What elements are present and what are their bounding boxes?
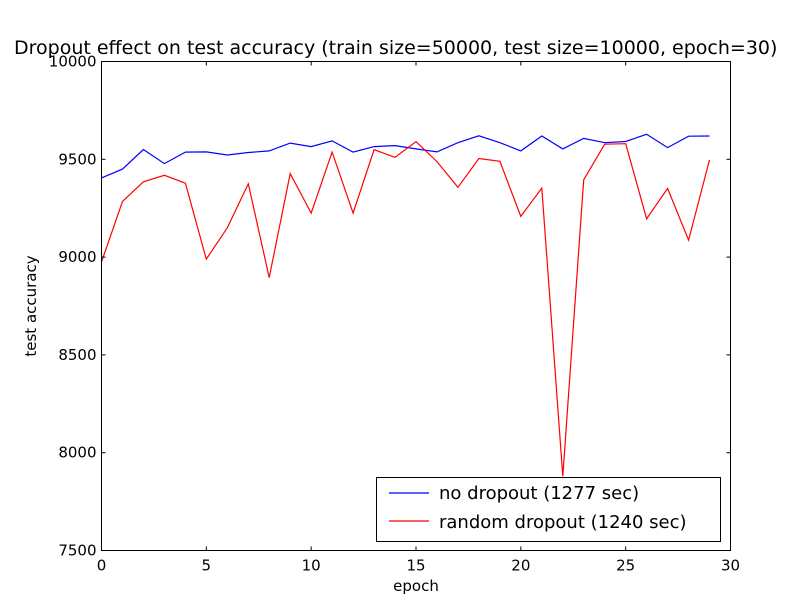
y-tick-label: 10000: [49, 53, 97, 71]
plot-lines: [100, 133, 711, 477]
x-axis-ticks: 0 5 10 15 20 25 30: [97, 61, 740, 575]
chart-title: Dropout effect on test accuracy (train s…: [14, 37, 777, 59]
x-tick-label: 5: [202, 557, 212, 575]
x-tick-label: 30: [721, 557, 740, 575]
x-tick-label: 20: [511, 557, 530, 575]
x-tick-label: 15: [406, 557, 425, 575]
series-line-no-dropout: [101, 133, 710, 179]
legend-label-no-dropout: no dropout (1277 sec): [439, 483, 639, 504]
y-axis-label: test accuracy: [22, 255, 40, 356]
x-tick-label: 25: [616, 557, 635, 575]
legend: no dropout (1277 sec) random dropout (12…: [376, 477, 721, 542]
y-tick-label: 7500: [58, 542, 96, 560]
y-tick-label: 8500: [58, 346, 96, 364]
x-axis-label: epoch: [393, 577, 439, 595]
legend-label-random-dropout: random dropout (1240 sec): [439, 512, 687, 533]
y-tick-label: 8000: [58, 444, 96, 462]
y-tick-label: 9000: [58, 248, 96, 266]
x-tick-label: 0: [97, 557, 107, 575]
y-tick-label: 9500: [58, 150, 96, 168]
x-tick-label: 10: [302, 557, 321, 575]
y-axis-ticks: 7500 8000 8500 9000 9500 10000: [49, 53, 731, 560]
series-line-random-dropout: [100, 140, 711, 477]
legend-box: [376, 477, 721, 542]
